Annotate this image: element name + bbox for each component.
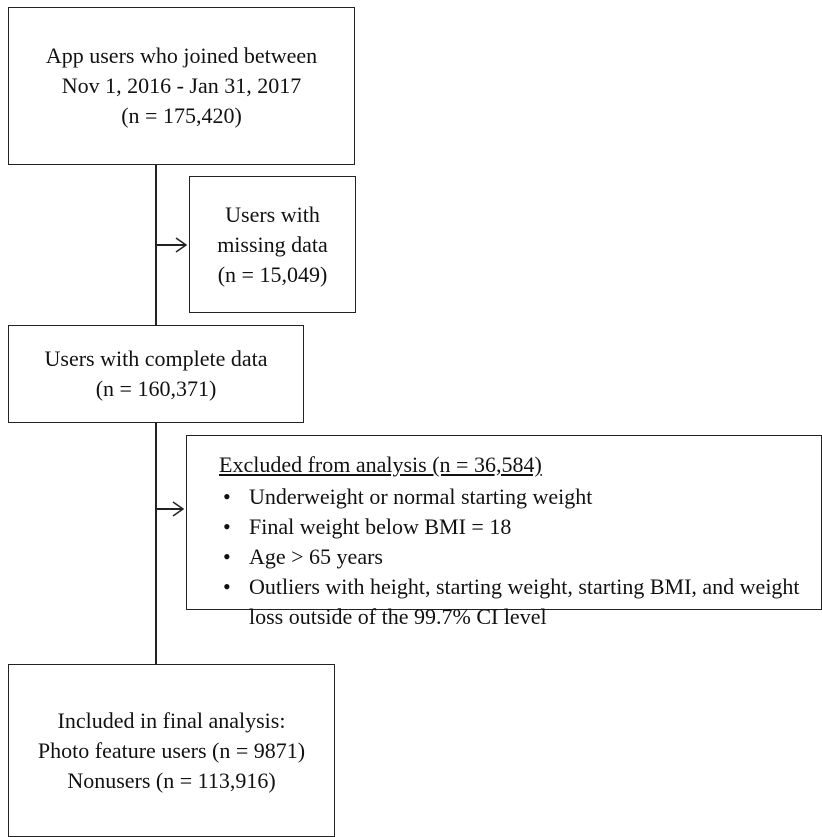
joined-users-line-1: App users who joined between: [45, 43, 318, 68]
joined-users-box: App users who joined between Nov 1, 2016…: [8, 7, 355, 165]
included-nonusers: Nonusers (n = 113,916): [67, 767, 276, 793]
joined-users-line-2: Nov 1, 2016 - Jan 31, 2017: [61, 73, 302, 98]
arrow-head-excluded: [172, 501, 185, 517]
bullet-icon: •: [223, 514, 231, 539]
included-line-1: Included in final analysis:: [57, 707, 286, 733]
complete-data-count: (n = 160,371): [95, 376, 217, 401]
exclusion-criterion-text: Outliers with height, starting weight, s…: [249, 574, 800, 629]
bullet-icon: •: [223, 484, 231, 509]
included-photo-users: Photo feature users (n = 9871): [37, 737, 306, 763]
missing-data-line-1: Users with: [225, 201, 320, 227]
exclusion-criterion-text: Final weight below BMI = 18: [249, 514, 512, 539]
arrow-head-missing: [175, 237, 188, 253]
exclusion-criterion: • Final weight below BMI = 18: [223, 512, 811, 542]
exclusion-criterion: • Underweight or normal starting weight: [223, 482, 811, 512]
exclusion-criterion: • Age > 65 years: [223, 542, 811, 572]
branch-arrow-missing-line: [155, 244, 185, 246]
excluded-box: Excluded from analysis (n = 36,584) • Und…: [186, 435, 822, 629]
included-box: Included in final analysis: Photo featur…: [8, 664, 335, 837]
complete-data-line-1: Users with complete data: [44, 346, 268, 371]
missing-data-line-2: missing data: [217, 231, 328, 257]
missing-data-count: (n = 15,049): [217, 261, 328, 287]
exclusion-criterion-text: Underweight or normal starting weight: [249, 484, 593, 509]
bullet-icon: •: [223, 574, 231, 599]
excluded-title: Excluded from analysis (n = 36,584): [219, 452, 542, 477]
exclusion-criterion: • Outliers with height, starting weight, …: [223, 572, 811, 632]
missing-data-box: Users with missing data (n = 15,049): [189, 176, 356, 313]
joined-users-count: (n = 175,420): [121, 103, 242, 128]
exclusion-criteria-list: • Underweight or normal starting weight •…: [219, 482, 811, 632]
main-flow-line-2: [155, 423, 157, 664]
complete-data-box: Users with complete data (n = 160,371): [8, 325, 304, 423]
exclusion-criterion-text: Age > 65 years: [249, 544, 383, 569]
bullet-icon: •: [223, 544, 231, 569]
branch-arrow-excluded-line: [155, 508, 182, 510]
